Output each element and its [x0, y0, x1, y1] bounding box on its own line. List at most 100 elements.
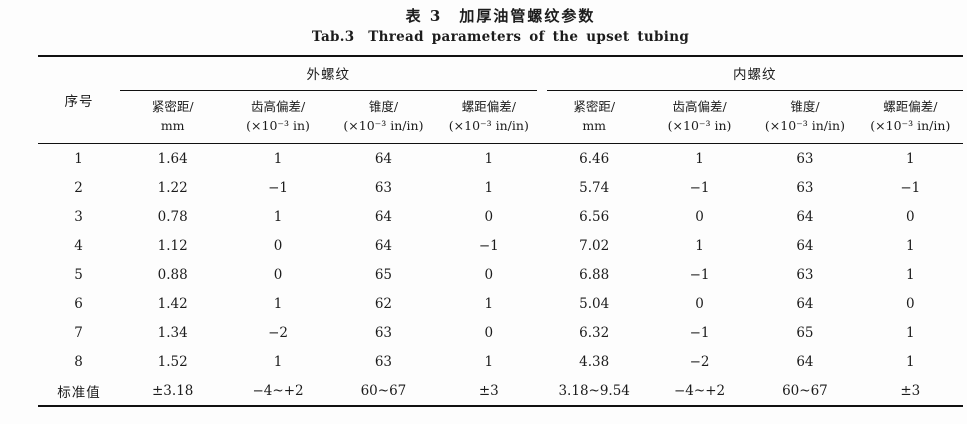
- table-row: 2 1.22 −1 63 1 5.74 −1 63 −1: [38, 173, 963, 202]
- cell-int-thread-height-deviation: −1: [689, 324, 710, 341]
- cell-ext-taper: 64: [374, 237, 393, 254]
- table-row: 6 1.42 1 62 1 5.04 0 64 0: [38, 289, 963, 318]
- table-header: 序号 外螺纹 内螺纹 紧密距/ mm 齿高偏差/ (×10⁻³ in): [38, 56, 963, 144]
- table-title-cn: 表 3 加厚油管螺纹参数: [405, 7, 596, 25]
- cell-int-taper: 64: [796, 237, 814, 254]
- cell-int-pitch-deviation: 0: [906, 295, 915, 312]
- cell-int-standoff: 6.46: [579, 150, 610, 167]
- column-header-int-taper: 锥度/ (×10⁻³ in/in): [752, 91, 858, 144]
- row-label: 8: [74, 353, 84, 370]
- table-title-en: Tab.3 Thread parameters of the upset tub…: [311, 29, 690, 45]
- cell-ext-pitch-deviation: −1: [478, 237, 499, 254]
- cell-ext-standoff: 1.52: [157, 353, 188, 370]
- cell-ext-taper: 64: [374, 208, 393, 225]
- column-header-ext-standoff: 紧密距/ mm: [120, 91, 226, 144]
- cell-ext-taper: 62: [374, 295, 393, 312]
- table-row: 4 1.12 0 64 −1 7.02 1 64 1: [38, 231, 963, 260]
- group-header-external-thread: 外螺纹: [120, 56, 542, 91]
- column-header-int-thread-height-deviation: 齿高偏差/ (×10⁻³ in): [646, 91, 753, 144]
- table-body: 1 1.64 1 64 1 6.46 1 63 1 2 1.22 −1 63 1…: [38, 144, 963, 407]
- group-header-row: 序号 外螺纹 内螺纹: [38, 56, 963, 144]
- row-label: 3: [74, 208, 84, 225]
- cell-ext-thread-height-deviation: 1: [273, 208, 283, 225]
- cell-ext-taper: 63: [374, 179, 393, 196]
- cell-int-taper: 63: [796, 266, 814, 283]
- cell-int-taper: 64: [796, 295, 814, 312]
- row-label: 2: [74, 179, 84, 196]
- cell-int-standoff: 5.04: [579, 295, 610, 312]
- cell-ext-standoff: 1.64: [157, 150, 188, 167]
- thread-parameters-table: 序号 外螺纹 内螺纹 紧密距/ mm 齿高偏差/ (×10⁻³ in): [38, 55, 963, 407]
- table-row: 5 0.88 0 65 0 6.88 −1 63 1: [38, 260, 963, 289]
- cell-int-taper: 64: [796, 208, 814, 225]
- cell-ext-thread-height-deviation: 0: [273, 237, 283, 254]
- column-header-ext-thread-height-deviation: 齿高偏差/ (×10⁻³ in): [225, 91, 331, 144]
- table-titles: 表 3 加厚油管螺纹参数 Tab.3 Thread parameters of …: [38, 0, 963, 48]
- cell-int-thread-height-deviation: −4~+2: [674, 382, 726, 399]
- row-label: 1: [74, 150, 84, 167]
- column-header-ext-taper: 锥度/ (×10⁻³ in/in): [330, 91, 437, 144]
- cell-ext-thread-height-deviation: 0: [273, 266, 283, 283]
- cell-int-pitch-deviation: 1: [906, 266, 915, 283]
- table-row: 7 1.34 −2 63 0 6.32 −1 65 1: [38, 318, 963, 347]
- cell-ext-thread-height-deviation: 1: [273, 353, 283, 370]
- cell-int-pitch-deviation: 1: [906, 237, 915, 254]
- cell-ext-standoff: ±3.18: [152, 382, 194, 399]
- row-label: 7: [74, 324, 84, 341]
- cell-int-standoff: 3.18~9.54: [558, 382, 630, 399]
- cell-int-standoff: 6.32: [579, 324, 610, 341]
- group-header-internal-thread: 内螺纹: [542, 56, 963, 91]
- column-header-row: 紧密距/ mm 齿高偏差/ (×10⁻³ in) 锥度/ (×10⁻³ in/i…: [38, 91, 963, 144]
- cell-int-thread-height-deviation: −1: [689, 179, 710, 196]
- cell-int-pitch-deviation: −1: [900, 179, 921, 196]
- cell-int-standoff: 6.56: [579, 208, 610, 225]
- cell-ext-pitch-deviation: 1: [484, 295, 494, 312]
- table-row: 8 1.52 1 63 1 4.38 −2 64 1: [38, 347, 963, 376]
- cell-int-standoff: 7.02: [579, 237, 610, 254]
- cell-ext-standoff: 0.88: [157, 266, 188, 283]
- cell-ext-taper: 63: [374, 353, 393, 370]
- cell-ext-taper: 65: [374, 266, 393, 283]
- cell-ext-pitch-deviation: ±3: [478, 382, 499, 399]
- cell-int-pitch-deviation: 0: [906, 208, 915, 225]
- column-header-int-standoff: 紧密距/ mm: [541, 91, 647, 144]
- cell-int-standoff: 5.74: [579, 179, 610, 196]
- row-label: 4: [74, 237, 84, 254]
- cell-int-pitch-deviation: 1: [906, 353, 915, 370]
- cell-int-thread-height-deviation: 1: [695, 237, 704, 254]
- cell-int-thread-height-deviation: 1: [695, 150, 704, 167]
- cell-ext-pitch-deviation: 1: [484, 150, 494, 167]
- cell-ext-thread-height-deviation: −4~+2: [252, 382, 304, 399]
- cell-int-thread-height-deviation: −1: [689, 266, 710, 283]
- table-row: 1 1.64 1 64 1 6.46 1 63 1: [38, 144, 963, 174]
- cell-ext-pitch-deviation: 1: [484, 179, 494, 196]
- cell-ext-standoff: 1.22: [157, 179, 188, 196]
- cell-ext-thread-height-deviation: −2: [268, 324, 289, 341]
- cell-ext-standoff: 1.12: [157, 237, 188, 254]
- cell-ext-standoff: 1.42: [157, 295, 188, 312]
- row-label: 6: [74, 295, 84, 312]
- cell-int-taper: 63: [796, 150, 814, 167]
- column-header-ext-pitch-deviation: 螺距偏差/ (×10⁻³ in/in): [436, 91, 542, 144]
- cell-ext-thread-height-deviation: 1: [273, 295, 283, 312]
- cell-ext-pitch-deviation: 0: [484, 266, 494, 283]
- cell-ext-standoff: 1.34: [157, 324, 188, 341]
- table-row: 3 0.78 1 64 0 6.56 0 64 0: [38, 202, 963, 231]
- cell-int-taper: 65: [796, 324, 814, 341]
- cell-ext-pitch-deviation: 1: [484, 353, 494, 370]
- cell-ext-pitch-deviation: 0: [484, 324, 494, 341]
- column-header-serial: 序号: [38, 56, 120, 144]
- cell-int-pitch-deviation: 1: [906, 324, 915, 341]
- cell-int-thread-height-deviation: 0: [695, 208, 704, 225]
- cell-ext-standoff: 0.78: [157, 208, 188, 225]
- cell-ext-taper: 60~67: [360, 382, 407, 399]
- group-label-internal-thread: 内螺纹: [546, 57, 963, 91]
- cell-int-taper: 60~67: [782, 382, 828, 399]
- cell-int-taper: 63: [796, 179, 814, 196]
- cell-ext-pitch-deviation: 0: [484, 208, 494, 225]
- column-header-int-pitch-deviation: 螺距偏差/ (×10⁻³ in/in): [857, 91, 963, 144]
- row-label: 标准值: [57, 384, 101, 401]
- cell-int-pitch-deviation: ±3: [900, 382, 921, 399]
- group-label-external-thread: 外螺纹: [120, 57, 537, 91]
